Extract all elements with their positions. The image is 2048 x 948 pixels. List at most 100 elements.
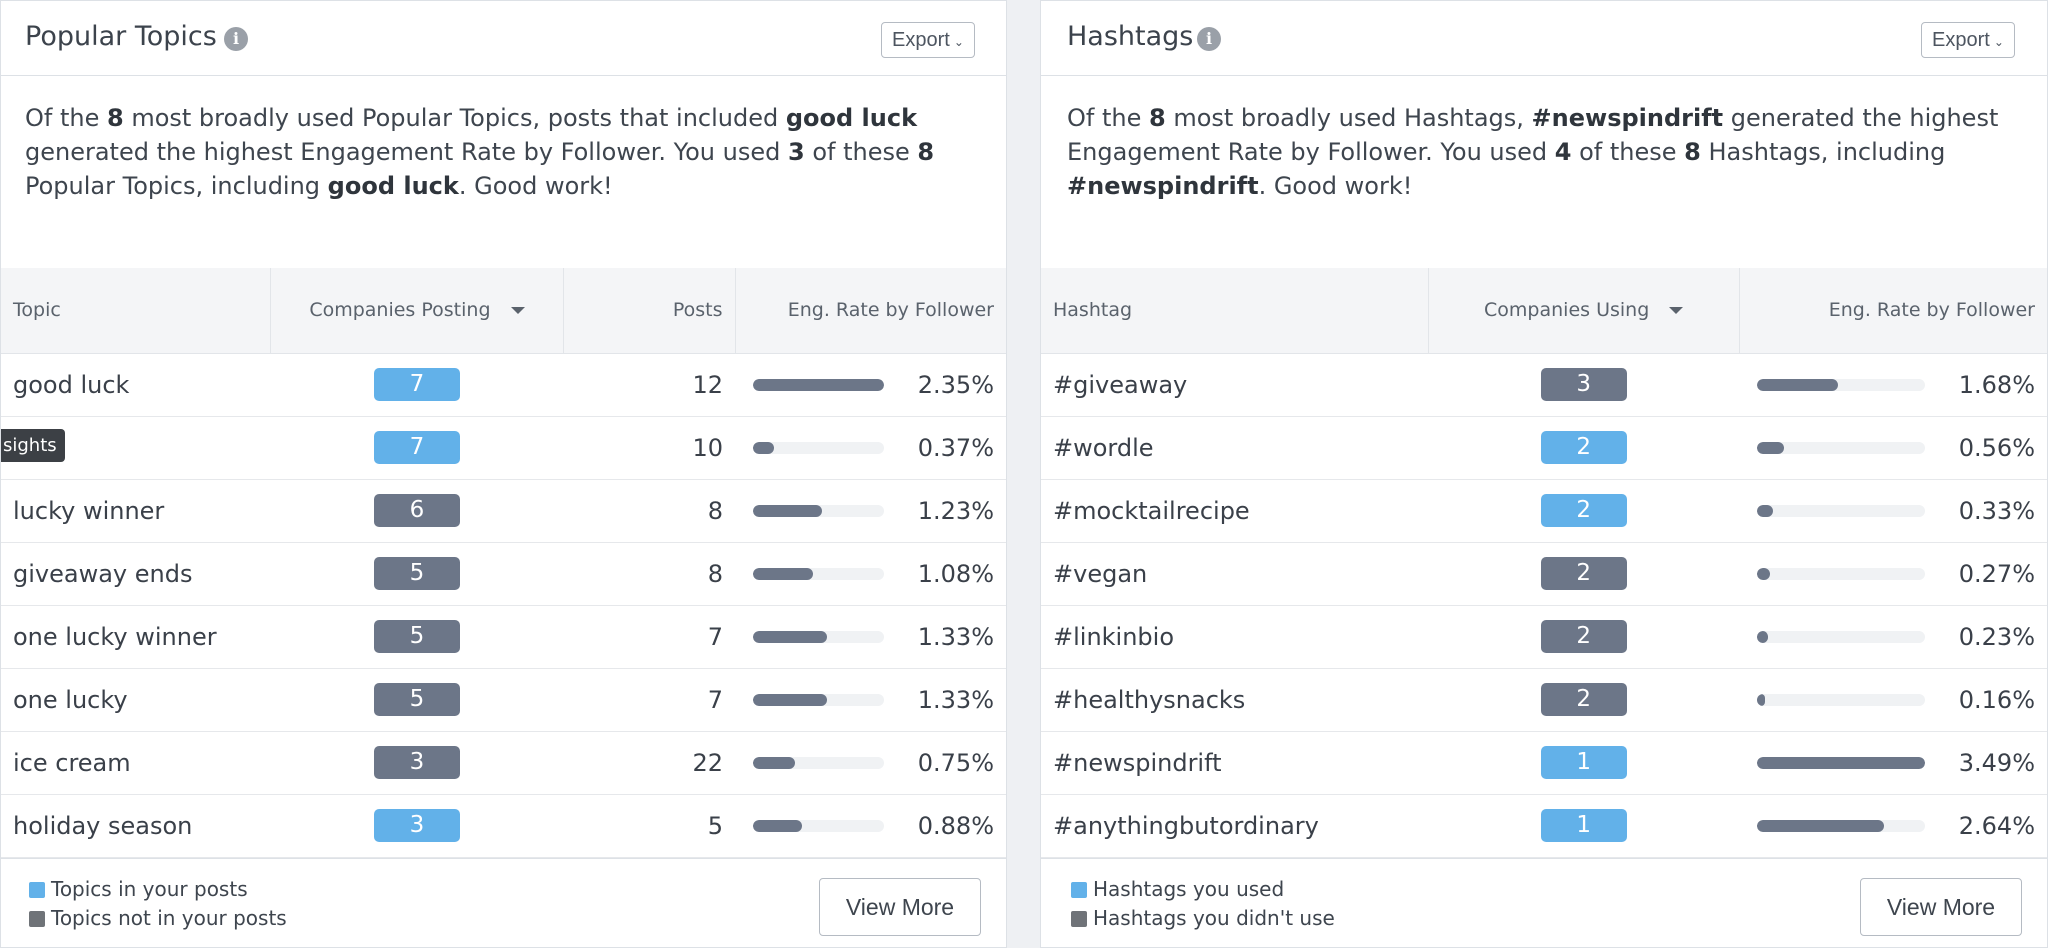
- topic-cell[interactable]: lucky winner: [13, 496, 165, 525]
- chevron-down-icon: ⌄: [1993, 35, 2004, 49]
- rate-bar: [753, 631, 884, 643]
- companies-badge: 2: [1540, 494, 1627, 527]
- hashtag-cell[interactable]: #wordle: [1053, 433, 1154, 462]
- legend-swatch-used: [29, 882, 45, 898]
- companies-badge: 2: [1540, 557, 1627, 590]
- companies-badge: 6: [373, 494, 460, 527]
- table-row[interactable]: #mocktailrecipe 2 0.33%: [1041, 479, 2047, 542]
- table-row[interactable]: #linkinbio 2 0.23%: [1041, 605, 2047, 668]
- rate-bar-fill: [1757, 694, 1765, 706]
- hashtags-table: Hashtag Companies Using Eng. Rate by Fol…: [1041, 268, 2047, 858]
- hashtag-cell[interactable]: #linkinbio: [1053, 622, 1175, 651]
- view-more-button[interactable]: View More: [819, 878, 981, 936]
- rate-bar-fill: [753, 694, 828, 706]
- column-header-posts[interactable]: Posts: [563, 268, 736, 354]
- legend-item-used: Hashtags you used: [1071, 875, 1335, 904]
- posts-cell: 5: [707, 811, 723, 840]
- rate-bar-fill: [1757, 631, 1769, 643]
- rate-bar-fill: [753, 757, 795, 769]
- companies-cell: 2: [1428, 416, 1739, 479]
- topic-cell[interactable]: good luck: [13, 370, 130, 399]
- info-icon[interactable]: i: [224, 27, 248, 51]
- rate-cell: 2.35%: [735, 353, 1006, 416]
- table-row[interactable]: #healthysnacks 2 0.16%: [1041, 668, 2047, 731]
- table-row[interactable]: good luck 7 12 2.35%: [1, 353, 1006, 416]
- companies-cell: 3: [1428, 353, 1739, 416]
- rate-bar-fill: [753, 568, 814, 580]
- rate-bar-fill: [753, 631, 828, 643]
- rate-bar: [1757, 379, 1925, 391]
- topic-cell[interactable]: ice cream: [13, 748, 131, 777]
- hashtags-panel: Hashtags i Export ⌄ Of the 8 most broadly…: [1040, 0, 2048, 948]
- column-header-eng-rate[interactable]: Eng. Rate by Follower: [735, 268, 1006, 354]
- hashtag-cell[interactable]: #newspindrift: [1053, 748, 1222, 777]
- companies-cell: 3: [270, 794, 563, 857]
- table-row[interactable]: holiday season 3 5 0.88%: [1, 794, 1006, 857]
- rate-value: 3.49%: [1958, 749, 2035, 777]
- rate-bar: [753, 505, 884, 517]
- table-row[interactable]: #giveaway 3 1.68%: [1041, 353, 2047, 416]
- export-button[interactable]: Export ⌄: [881, 22, 975, 58]
- topic-cell[interactable]: one lucky winner: [13, 622, 217, 651]
- hashtag-cell[interactable]: #healthysnacks: [1053, 685, 1246, 714]
- table-row[interactable]: ice cream 3 22 0.75%: [1, 731, 1006, 794]
- hashtag-cell[interactable]: #mocktailrecipe: [1053, 496, 1250, 525]
- rate-value: 1.68%: [1958, 371, 2035, 399]
- rate-value: 0.37%: [917, 434, 994, 462]
- rate-value: 0.23%: [1958, 623, 2035, 651]
- rate-cell: 0.33%: [1739, 479, 2047, 542]
- rate-value: 0.16%: [1958, 686, 2035, 714]
- hashtag-cell[interactable]: #anythingbutordinary: [1053, 811, 1319, 840]
- table-row[interactable]: 7 10 0.37%: [1, 416, 1006, 479]
- legend-item-used: Topics in your posts: [29, 875, 287, 904]
- companies-badge: 2: [1540, 431, 1627, 464]
- rate-cell: 3.49%: [1739, 731, 2047, 794]
- rate-bar: [1757, 442, 1925, 454]
- hashtag-cell[interactable]: #giveaway: [1053, 370, 1188, 399]
- table-row[interactable]: one lucky winner 5 7 1.33%: [1, 605, 1006, 668]
- rate-value: 1.33%: [917, 623, 994, 651]
- column-header-companies-using[interactable]: Companies Using: [1428, 268, 1740, 354]
- rate-bar-fill: [753, 442, 774, 454]
- companies-cell: 5: [270, 605, 563, 668]
- topic-cell[interactable]: holiday season: [13, 811, 193, 840]
- table-row[interactable]: #wordle 2 0.56%: [1041, 416, 2047, 479]
- info-icon[interactable]: i: [1197, 27, 1221, 51]
- rate-cell: 0.75%: [735, 731, 1006, 794]
- companies-cell: 1: [1428, 794, 1739, 857]
- table-row[interactable]: lucky winner 6 8 1.23%: [1, 479, 1006, 542]
- legend: Topics in your posts Topics not in your …: [29, 875, 287, 933]
- export-button[interactable]: Export ⌄: [1921, 22, 2015, 58]
- table-row[interactable]: #vegan 2 0.27%: [1041, 542, 2047, 605]
- rate-bar-fill: [1757, 505, 1773, 517]
- companies-cell: 1: [1428, 731, 1739, 794]
- rate-cell: 1.08%: [735, 542, 1006, 605]
- table-row[interactable]: giveaway ends 5 8 1.08%: [1, 542, 1006, 605]
- posts-cell: 22: [692, 748, 723, 777]
- topic-cell[interactable]: one lucky: [13, 685, 128, 714]
- rate-cell: 0.23%: [1739, 605, 2047, 668]
- column-header-eng-rate[interactable]: Eng. Rate by Follower: [1739, 268, 2047, 354]
- topics-table: Topic Companies Posting Posts Eng. Rate …: [1, 268, 1006, 858]
- column-header-topic[interactable]: Topic: [1, 268, 271, 354]
- companies-cell: 7: [270, 416, 563, 479]
- posts-cell: 12: [692, 370, 723, 399]
- table-row[interactable]: #anythingbutordinary 1 2.64%: [1041, 794, 2047, 857]
- table-row[interactable]: one lucky 5 7 1.33%: [1, 668, 1006, 731]
- summary-text: Of the 8 most broadly used Popular Topic…: [25, 104, 935, 200]
- view-more-button[interactable]: View More: [1860, 878, 2022, 936]
- column-header-companies-posting[interactable]: Companies Posting: [270, 268, 565, 354]
- rate-bar-fill: [1757, 442, 1784, 454]
- topic-cell[interactable]: giveaway ends: [13, 559, 193, 588]
- summary-text: Of the 8 most broadly used Hashtags, #ne…: [1067, 104, 1999, 200]
- hashtag-cell[interactable]: #vegan: [1053, 559, 1148, 588]
- table-row[interactable]: #newspindrift 1 3.49%: [1041, 731, 2047, 794]
- rate-value: 1.33%: [917, 686, 994, 714]
- companies-cell: 2: [1428, 479, 1739, 542]
- column-header-hashtag[interactable]: Hashtag: [1041, 268, 1429, 354]
- chevron-down-icon: ⌄: [953, 35, 964, 49]
- rate-cell: 2.64%: [1739, 794, 2047, 857]
- companies-cell: 7: [270, 353, 563, 416]
- rate-bar: [753, 442, 884, 454]
- rate-cell: 1.23%: [735, 479, 1006, 542]
